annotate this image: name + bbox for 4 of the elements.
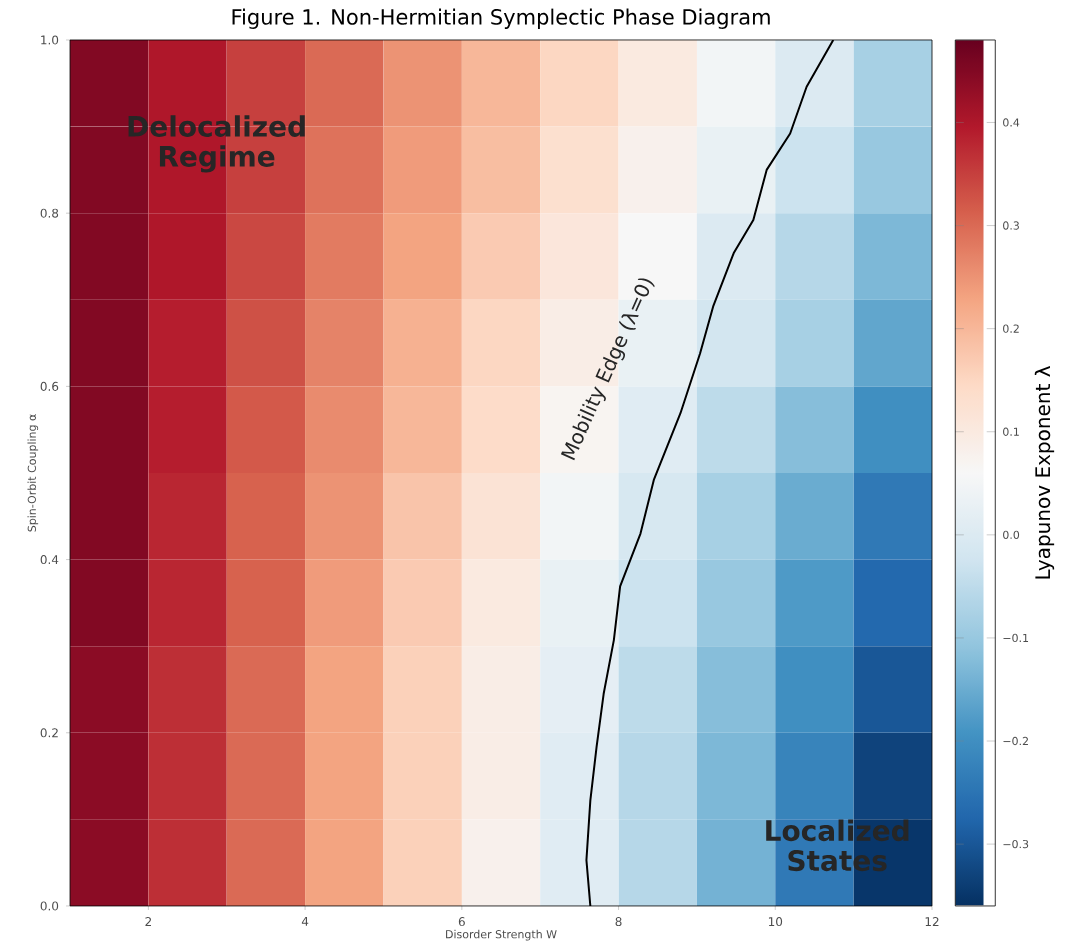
annotation: Localized States	[766, 819, 909, 872]
chart-title: Figure 1. Non-Hermitian Symplectic Phase Diagram	[232, 8, 770, 29]
annotation: Delocalized Regime	[128, 115, 305, 173]
color-bar-title: Lyapunov Exponent λ	[1034, 366, 1055, 579]
